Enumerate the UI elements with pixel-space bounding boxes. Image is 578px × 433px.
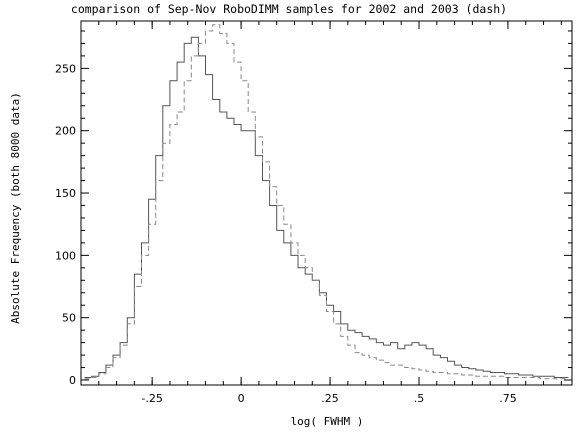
- plot-frame: [80, 20, 573, 386]
- y-tick-label: 100: [55, 249, 76, 262]
- y-tick-label: 0: [69, 374, 76, 387]
- x-axis-label: log( FWHM ): [291, 415, 364, 428]
- x-tick-label: 0: [238, 392, 245, 405]
- y-tick-label: 250: [55, 62, 76, 75]
- y-axis: 0 50 100 150 200 250: [55, 30, 572, 387]
- x-tick-label: -.25: [141, 392, 162, 405]
- x-axis: -.25 0 .25 .5 .75: [80, 21, 562, 405]
- series-line-2003: [84, 24, 569, 380]
- x-tick-label: .75: [499, 392, 517, 405]
- y-tick-label: 50: [62, 312, 76, 325]
- y-tick-label: 200: [55, 125, 76, 138]
- series-layer: [84, 24, 569, 380]
- series-line-2002: [84, 36, 569, 378]
- y-tick-label: 150: [55, 187, 76, 200]
- chart-title: comparison of Sep-Nov RoboDIMM samples f…: [71, 2, 507, 16]
- x-tick-label: .5: [414, 392, 425, 405]
- y-axis-label: Absolute Frequency (both 8000 data): [9, 92, 22, 324]
- x-tick-label: .25: [321, 392, 339, 405]
